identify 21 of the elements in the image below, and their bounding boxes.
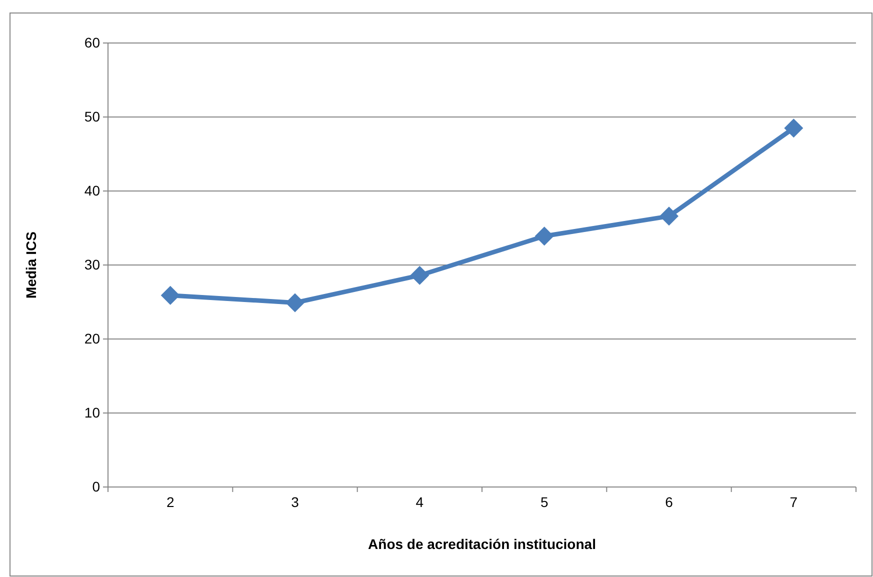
point: [286, 293, 304, 312]
point: [534, 226, 554, 246]
y-tick-label: 10: [84, 404, 100, 420]
x-axis-title: Años de acreditación institucional: [368, 536, 596, 552]
x-tick-label: 2: [166, 494, 174, 510]
y-axis-title: Media ICS: [23, 232, 39, 298]
y-tick-label: 50: [84, 108, 100, 124]
point: [160, 286, 180, 305]
point: [784, 118, 804, 138]
x-tick-label: 4: [416, 494, 424, 510]
point: [660, 206, 678, 226]
x-tick-label: 3: [291, 494, 300, 510]
y-tick-label: 0: [92, 478, 100, 494]
x-tick-label: 5: [540, 494, 548, 510]
y-tick-label: 40: [84, 182, 100, 198]
y-tick-label: 20: [84, 330, 100, 346]
y-tick-label: 60: [84, 34, 100, 50]
x-tick-label: 7: [790, 494, 798, 510]
x-tick-label: 6: [665, 494, 674, 510]
point: [410, 266, 430, 285]
y-tick-label: 30: [84, 256, 100, 272]
